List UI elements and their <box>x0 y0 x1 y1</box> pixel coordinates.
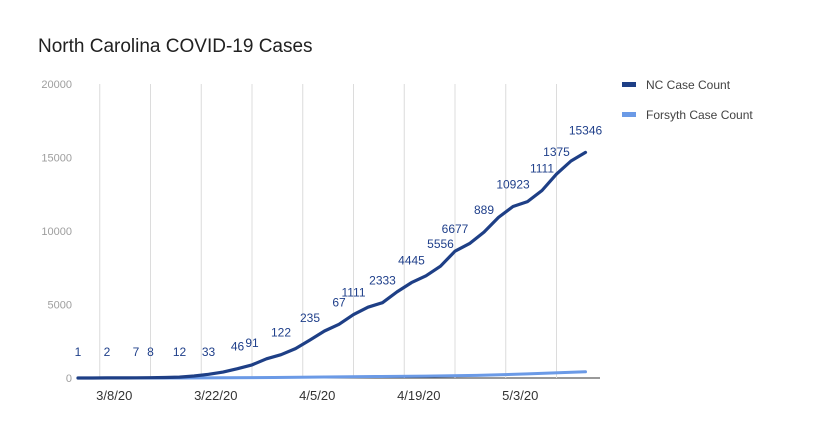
x-tick-label: 3/22/20 <box>194 388 237 403</box>
data-label: 10923 <box>496 178 530 192</box>
legend-label: Forsyth Case Count <box>646 108 753 122</box>
data-label: 1111 <box>530 161 554 175</box>
x-tick-label: 4/19/20 <box>397 388 440 403</box>
legend-label: NC Case Count <box>646 78 731 92</box>
legend-swatch <box>622 112 636 117</box>
x-axis-ticks: 3/8/20 3/22/20 4/5/20 4/19/20 5/3/20 <box>96 388 538 403</box>
data-label: 33 <box>202 345 216 359</box>
y-tick-label: 15000 <box>41 153 72 165</box>
data-label: 15346 <box>569 123 603 137</box>
series-line <box>76 150 588 380</box>
data-label: 1 <box>75 345 82 359</box>
legend-swatch <box>622 82 636 87</box>
data-label: 4445 <box>398 254 425 268</box>
legend: NC Case Count Forsyth Case Count <box>622 78 753 122</box>
data-label: 122 <box>271 326 291 340</box>
data-label: 67 <box>332 295 346 309</box>
data-label: 2333 <box>369 274 396 288</box>
x-tick-label: 4/5/20 <box>299 388 335 403</box>
gridlines <box>78 84 600 379</box>
data-label: 12 <box>173 345 187 359</box>
data-label: 235 <box>300 311 320 325</box>
data-label: 6677 <box>442 222 469 236</box>
x-tick-label: 5/3/20 <box>502 388 538 403</box>
data-label: 1111 <box>341 286 365 300</box>
x-tick-label: 3/8/20 <box>96 388 132 403</box>
data-label: 1375 <box>543 145 570 159</box>
series-line <box>76 370 587 380</box>
y-tick-label: 10000 <box>41 226 72 238</box>
y-tick-label: 0 <box>66 373 72 385</box>
data-labels: 1 2 7 8 12 33 46 911222356711112333444555566677… <box>75 123 603 359</box>
data-label: 46 <box>231 340 245 354</box>
data-label: 5556 <box>427 237 454 251</box>
data-label: 91 <box>245 336 259 350</box>
y-axis-ticks: 0 5000 10000 15000 20000 <box>41 79 72 385</box>
y-tick-label: 20000 <box>41 79 72 91</box>
data-label: 2 <box>104 345 111 359</box>
y-tick-label: 5000 <box>48 300 72 312</box>
data-label: 889 <box>474 203 494 217</box>
data-label: 8 <box>147 345 154 359</box>
series-lines <box>76 150 588 380</box>
data-label: 7 <box>133 345 140 359</box>
chart-title: North Carolina COVID-19 Cases <box>38 36 313 57</box>
